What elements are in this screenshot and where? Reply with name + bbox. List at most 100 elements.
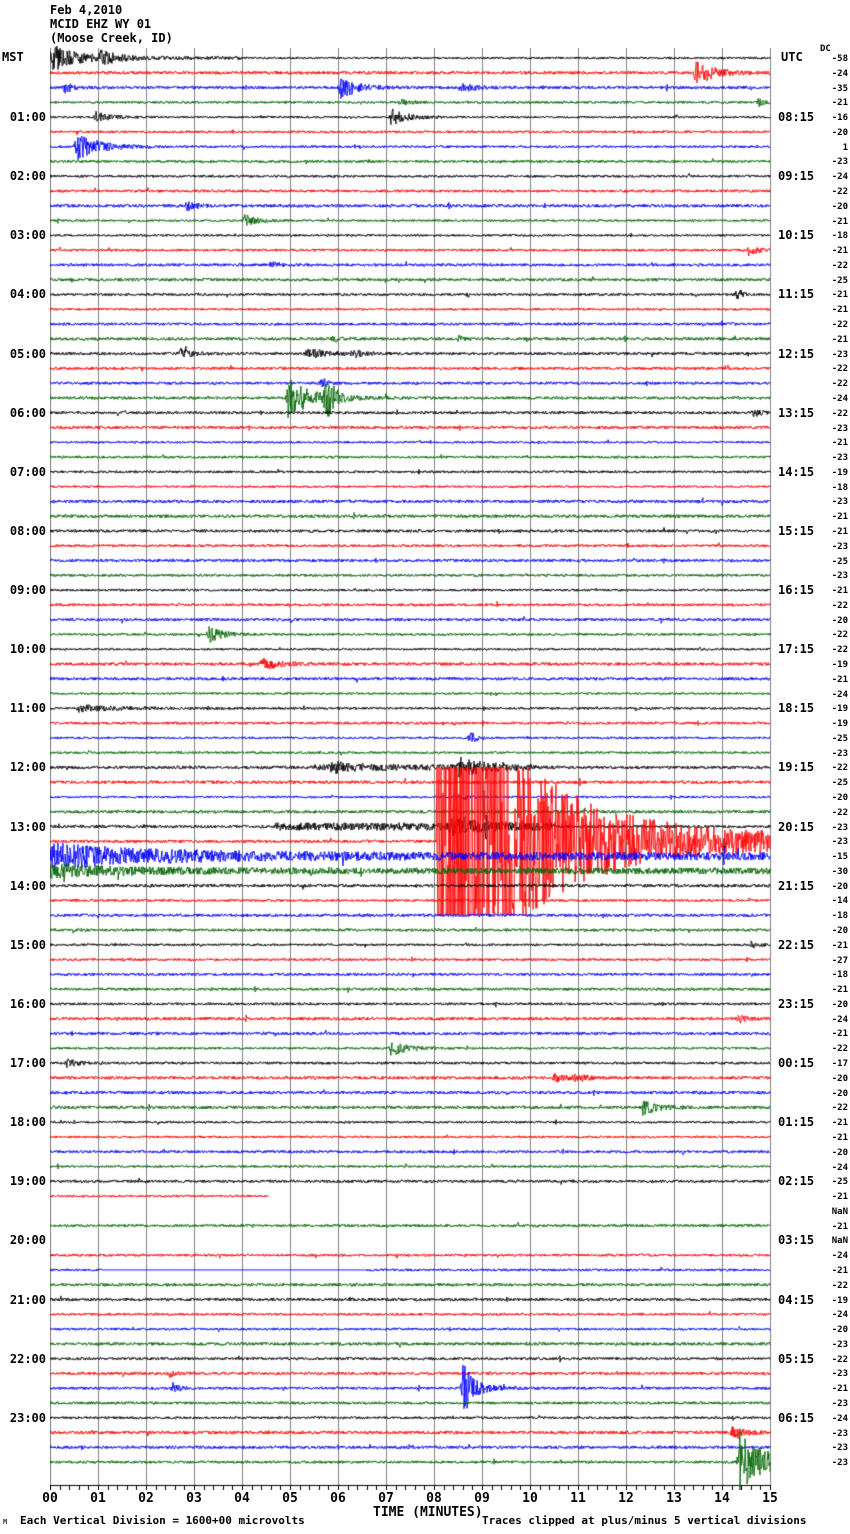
dc-value: -22 — [831, 645, 848, 656]
x-tick-label: 09 — [474, 1491, 490, 1506]
dc-value: -25 — [831, 1177, 848, 1188]
utc-hour-label: 10:15 — [778, 228, 815, 243]
dc-value: -21 — [831, 985, 848, 996]
dc-value: -20 — [831, 926, 848, 937]
dc-value: -21 — [831, 1221, 848, 1232]
dc-value: -23 — [831, 541, 848, 552]
x-tick-label: 08 — [426, 1491, 442, 1506]
mst-hour-label: 16:00 — [9, 996, 46, 1011]
dc-value: -23 — [831, 1458, 848, 1469]
dc-value: -19 — [831, 1295, 848, 1306]
dc-value: -17 — [831, 1059, 848, 1070]
utc-hour-label: 19:15 — [778, 760, 815, 775]
dc-value: -21 — [831, 334, 848, 345]
dc-value: -24 — [831, 172, 848, 183]
x-tick-label: 05 — [282, 1491, 298, 1506]
dc-value: -23 — [831, 837, 848, 848]
utc-hour-label: 21:15 — [778, 878, 815, 893]
x-tick-label: 10 — [522, 1491, 538, 1506]
dc-value: -21 — [831, 290, 848, 301]
mst-hour-label: 18:00 — [9, 1115, 46, 1130]
utc-hour-label: 22:15 — [778, 937, 815, 952]
seismogram-canvas — [50, 40, 775, 1490]
dc-value: -23 — [831, 571, 848, 582]
left-axis-title: MST — [2, 50, 24, 64]
dc-value: -21 — [831, 1192, 848, 1203]
dc-value: -22 — [831, 1103, 848, 1114]
dc-value: -21 — [831, 98, 848, 109]
dc-value: -24 — [831, 1014, 848, 1025]
dc-value: -21 — [831, 512, 848, 523]
x-tick-label: 04 — [234, 1491, 250, 1506]
dc-value: -24 — [831, 68, 848, 79]
dc-value: -20 — [831, 1088, 848, 1099]
x-tick-label: 00 — [42, 1491, 58, 1506]
dc-value: NaN — [831, 1236, 848, 1247]
dc-value: -20 — [831, 201, 848, 212]
utc-hour-label: 15:15 — [778, 523, 815, 538]
dc-value: -30 — [831, 866, 848, 877]
dc-value: -20 — [831, 1325, 848, 1336]
dc-value: -22 — [831, 320, 848, 331]
dc-value: -23 — [831, 1428, 848, 1439]
utc-hour-label: 16:15 — [778, 583, 815, 598]
utc-hour-label: 12:15 — [778, 346, 815, 361]
utc-hour-label: 04:15 — [778, 1292, 815, 1307]
dc-value: -22 — [831, 379, 848, 390]
x-tick-label: 01 — [90, 1491, 106, 1506]
dc-value: -23 — [831, 748, 848, 759]
dc-value: -21 — [831, 1118, 848, 1129]
dc-value: -22 — [831, 630, 848, 641]
dc-value: -19 — [831, 704, 848, 715]
dc-value: -21 — [831, 216, 848, 227]
x-tick-label: 11 — [570, 1491, 586, 1506]
dc-value: -20 — [831, 1073, 848, 1084]
mst-hour-label: 23:00 — [9, 1410, 46, 1425]
dc-value: -14 — [831, 896, 848, 907]
dc-value: 1 — [842, 142, 848, 153]
mst-hour-label: 09:00 — [9, 583, 46, 598]
x-tick-label: 06 — [330, 1491, 346, 1506]
dc-value: -21 — [831, 305, 848, 316]
dc-value: NaN — [831, 1206, 848, 1217]
dc-value: -23 — [831, 349, 848, 360]
dc-value: -18 — [831, 482, 848, 493]
dc-value: -22 — [831, 408, 848, 419]
dc-value: -21 — [831, 526, 848, 537]
dc-value: -22 — [831, 1044, 848, 1055]
dc-value: -22 — [831, 600, 848, 611]
dc-value: -24 — [831, 1413, 848, 1424]
mst-hour-label: 12:00 — [9, 760, 46, 775]
utc-hour-label: 03:15 — [778, 1233, 815, 1248]
dc-column-header: DC — [820, 44, 831, 54]
dc-value: -19 — [831, 659, 848, 670]
mst-hour-label: 13:00 — [9, 819, 46, 834]
dc-value: -24 — [831, 1310, 848, 1321]
utc-hour-label: 00:15 — [778, 1056, 815, 1071]
mst-hour-label: 17:00 — [9, 1056, 46, 1071]
utc-hour-label: 11:15 — [778, 287, 815, 302]
mst-hour-label: 20:00 — [9, 1233, 46, 1248]
utc-hour-label: 17:15 — [778, 642, 815, 657]
dc-value: -21 — [831, 246, 848, 257]
utc-hour-label: 09:15 — [778, 169, 815, 184]
dc-value: -23 — [831, 822, 848, 833]
dc-value: -23 — [831, 423, 848, 434]
dc-value: -18 — [831, 231, 848, 242]
mst-hour-label: 21:00 — [9, 1292, 46, 1307]
dc-value: -18 — [831, 911, 848, 922]
dc-value: -21 — [831, 1132, 848, 1143]
dc-value: -16 — [831, 113, 848, 124]
mst-hour-label: 10:00 — [9, 642, 46, 657]
dc-value: -21 — [831, 940, 848, 951]
dc-value: -21 — [831, 1384, 848, 1395]
x-tick-label: 13 — [666, 1491, 682, 1506]
mst-hour-label: 15:00 — [9, 937, 46, 952]
x-tick-label: 14 — [714, 1491, 730, 1506]
dc-value: -20 — [831, 793, 848, 803]
dc-value: -20 — [831, 127, 848, 138]
dc-value: -22 — [831, 260, 848, 271]
dc-value: -25 — [831, 275, 848, 286]
x-tick-label: 12 — [618, 1491, 634, 1506]
